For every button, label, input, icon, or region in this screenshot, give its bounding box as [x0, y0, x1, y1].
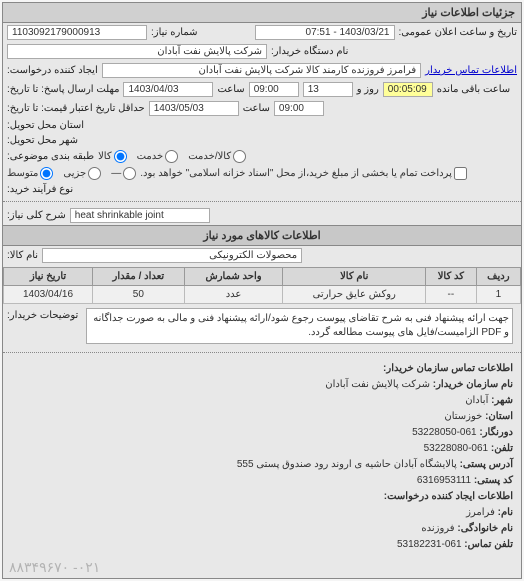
province-label: استان محل تحویل:	[7, 120, 84, 131]
validity-label: حداقل تاریخ اعتبار قیمت: تا تاریخ:	[7, 103, 145, 114]
contact-title: اطلاعات تماس سازمان خریدار:	[383, 363, 513, 374]
table-header: واحد شمارش	[184, 268, 283, 286]
subject-value: heat shrinkable joint	[70, 208, 210, 223]
deadline-label: مهلت ارسال پاسخ: تا تاریخ:	[7, 84, 119, 95]
req-no-value: 1103092179000913	[7, 25, 147, 40]
creator-value: فرامرز فروزنده کارمند کالا شرکت پالایش ن…	[102, 63, 421, 78]
contact-post: 6316953111	[417, 475, 471, 486]
time-label: ساعت	[217, 84, 244, 95]
buyer-desc-label: توضیحات خریدار:	[7, 306, 78, 321]
cash-note-check[interactable]: پرداخت تمام یا بخشی از مبلغ خرید،از محل …	[140, 167, 467, 180]
buyer-org-value: شرکت پالایش نفت آبادان	[7, 44, 267, 59]
goods-name-value: محصولات الکترونیکی	[42, 248, 302, 263]
deadline-time: 09:00	[249, 82, 299, 97]
table-cell: 50	[93, 286, 185, 304]
buyer-desc-text: جهت ارائه پیشنهاد فنی به شرح تقاضای پیوس…	[86, 308, 513, 344]
table-header: کد کالا	[426, 268, 477, 286]
table-cell: 1	[476, 286, 520, 304]
proc-medium-radio[interactable]: متوسط	[7, 167, 53, 180]
goods-name-label: نام کالا:	[7, 250, 38, 261]
cat-goods-service-radio[interactable]: کالا/خدمت	[188, 150, 246, 163]
table-header: نام کالا	[283, 268, 426, 286]
contact-name: فرامرز	[466, 507, 495, 518]
contact-cphone: 061-53182231	[397, 539, 462, 550]
category-radio-group: کالا/خدمت خدمت کالا	[98, 150, 246, 163]
creator-label: ایجاد کننده درخواست:	[7, 65, 98, 76]
days-label: روز و	[357, 84, 379, 95]
table-cell: عدد	[184, 286, 283, 304]
subject-label: شرح کلی نیاز:	[7, 210, 66, 221]
contact-lname: فروزنده	[421, 523, 454, 534]
table-row: 1--روکش عایق حرارتیعدد501403/04/16	[4, 286, 521, 304]
panel-title: جزئیات اطلاعات نیاز	[3, 3, 521, 23]
table-cell: 1403/04/16	[4, 286, 93, 304]
footer-phone: ۸۸۳۴۹۶۷۰ -۰۲۱	[3, 557, 521, 578]
contact-addr: پالایشگاه آبادان حاشیه ی اروند رود صندوق…	[237, 459, 457, 470]
pub-date-label: تاریخ و ساعت اعلان عمومی:	[399, 27, 518, 38]
time-label-2: ساعت	[243, 103, 270, 114]
contact-fax: 061-53228050	[412, 427, 477, 438]
contact-city-lbl: شهر:	[491, 395, 513, 406]
days-value: 13	[303, 82, 353, 97]
table-header: تعداد / مقدار	[93, 268, 185, 286]
proc-small-radio[interactable]: جزیی	[63, 167, 101, 180]
process-radio-group: — جزیی متوسط	[7, 167, 136, 180]
contact-city: آبادان	[465, 395, 488, 406]
table-header: تاریخ نیاز	[4, 268, 93, 286]
cash-note-text: پرداخت تمام یا بخشی از مبلغ خرید،از محل …	[140, 168, 452, 179]
table-header: ردیف	[476, 268, 520, 286]
creator-info-title: اطلاعات ایجاد کننده درخواست:	[384, 491, 513, 502]
process-label: نوع فرآیند خرید:	[7, 184, 73, 195]
remain-label: ساعت باقی مانده	[437, 84, 510, 95]
contact-org-lbl: نام سازمان خریدار:	[433, 379, 513, 390]
category-label: طبقه بندی موضوعی:	[7, 151, 94, 162]
contact-phone-lbl: تلفن:	[491, 443, 513, 454]
city-label: شهر محل تحویل:	[7, 135, 78, 146]
cat-service-radio[interactable]: خدمت	[137, 150, 179, 163]
contact-cphone-lbl: تلفن تماس:	[464, 539, 513, 550]
contact-fax-lbl: دورنگار:	[479, 427, 513, 438]
table-cell: --	[426, 286, 477, 304]
buyer-org-label: نام دستگاه خریدار:	[271, 46, 348, 57]
table-cell: روکش عایق حرارتی	[283, 286, 426, 304]
deadline-date: 1403/04/03	[123, 82, 213, 97]
contact-addr-lbl: آدرس پستی:	[460, 459, 513, 470]
validity-date: 1403/05/03	[149, 101, 239, 116]
contact-post-lbl: کد پستی:	[474, 475, 513, 486]
contact-name-lbl: نام:	[498, 507, 513, 518]
buyer-contact-link[interactable]: اطلاعات تماس خریدار	[425, 65, 517, 76]
contact-org: شرکت پالایش نفت آبادان	[325, 379, 430, 390]
remain-value: 00:05:09	[383, 82, 433, 97]
contact-phone: 061-53228080	[424, 443, 489, 454]
pub-date-value: 1403/03/21 - 07:51	[255, 25, 395, 40]
contact-province: خوزستان	[444, 411, 482, 422]
proc-na-radio[interactable]: —	[111, 167, 136, 180]
items-table: ردیفکد کالانام کالاواحد شمارشتعداد / مقد…	[3, 267, 521, 304]
contact-lname-lbl: نام خانوادگی:	[457, 523, 513, 534]
items-section-title: اطلاعات کالاهای مورد نیاز	[3, 225, 521, 246]
contact-block: اطلاعات تماس سازمان خریدار: نام سازمان خ…	[3, 357, 521, 557]
contact-province-lbl: استان:	[485, 411, 513, 422]
validity-time: 09:00	[274, 101, 324, 116]
req-no-label: شماره نیاز:	[151, 27, 198, 38]
cat-goods-radio[interactable]: کالا	[98, 150, 127, 163]
